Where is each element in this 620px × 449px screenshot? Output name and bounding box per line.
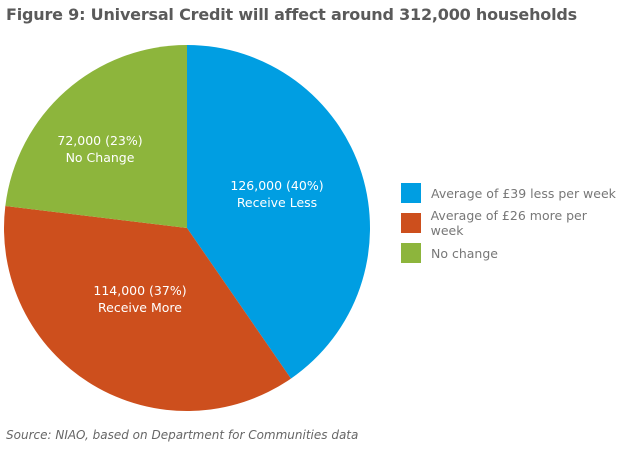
legend-item: Average of £39 less per week [401, 178, 620, 208]
pie-slice [3, 205, 291, 412]
pie-slice [187, 45, 370, 379]
legend: Average of £39 less per week Average of £… [401, 178, 620, 268]
legend-label: No change [431, 245, 498, 261]
legend-swatch [401, 213, 421, 233]
legend-label: Average of £39 less per week [431, 185, 616, 201]
slice-data-label: Receive More [98, 300, 182, 315]
pie-slice [5, 44, 188, 229]
slice-data-label: 72,000 (23%) [57, 133, 142, 148]
slice-data-label: No Change [66, 150, 135, 165]
slice-data-label: 114,000 (37%) [93, 283, 186, 298]
legend-label: Average of £26 more per week [430, 208, 587, 238]
legend-item: No change [401, 238, 620, 268]
source-note: Source: NIAO, based on Department for Co… [6, 428, 359, 442]
chart-title: Figure 9: Universal Credit will affect a… [6, 5, 577, 24]
legend-swatch [401, 183, 421, 203]
legend-item: Average of £26 more per week [401, 208, 620, 238]
legend-swatch [401, 243, 421, 263]
slice-data-label: 126,000 (40%) [230, 178, 323, 193]
slice-data-label: Receive Less [237, 195, 317, 210]
